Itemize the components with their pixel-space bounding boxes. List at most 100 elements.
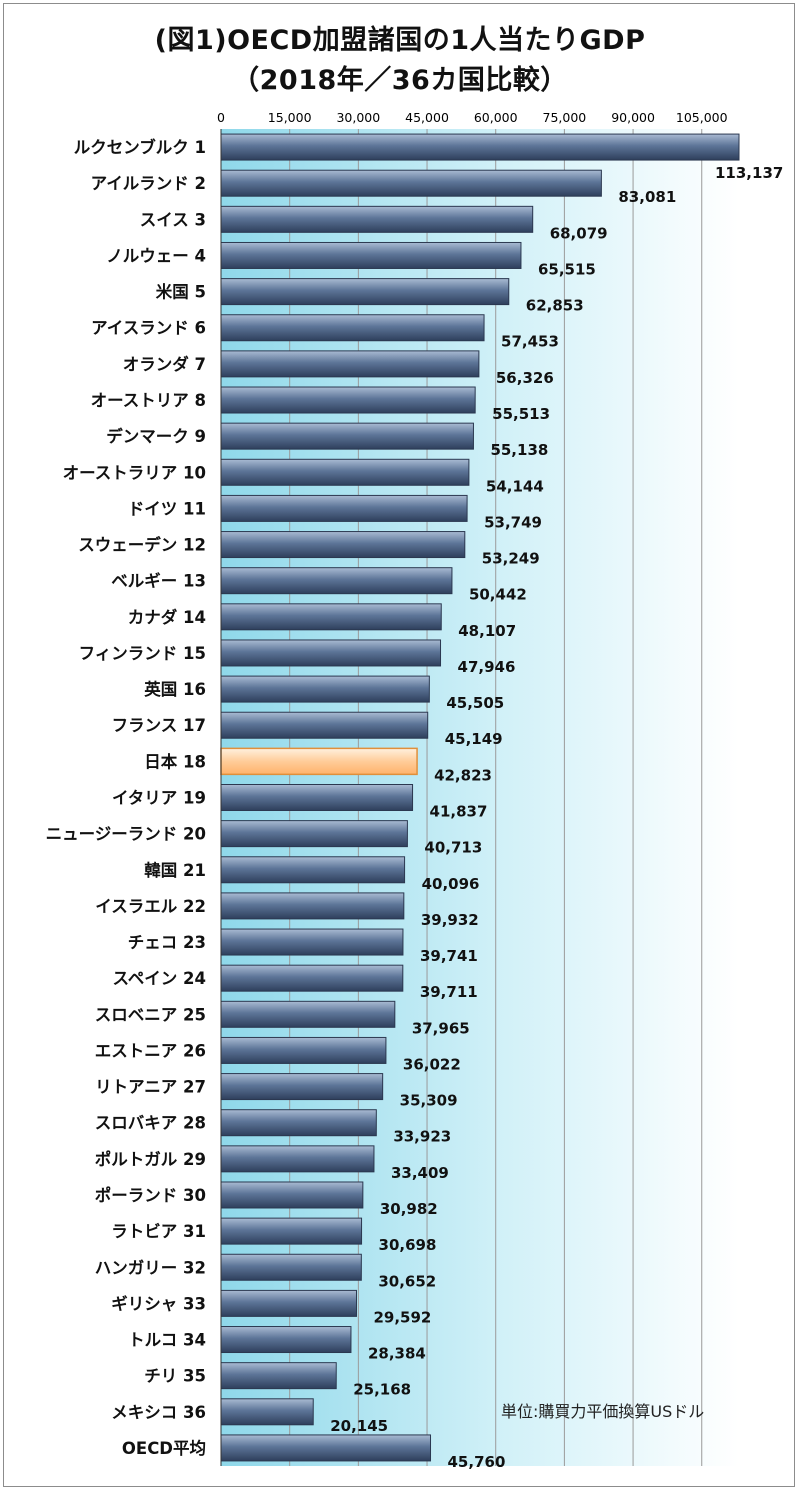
unit-note: 単位:購買力平価換算USドル	[501, 1402, 705, 1421]
category-label: ノルウェー 4	[106, 246, 206, 265]
value-label: 48,107	[458, 622, 516, 640]
value-label: 37,965	[412, 1019, 470, 1037]
category-label: エストニア 26	[95, 1041, 206, 1060]
bar	[220, 494, 468, 522]
value-label: 65,515	[538, 260, 596, 278]
bar	[220, 386, 476, 414]
value-label: 30,982	[380, 1200, 438, 1218]
category-label: 米国 5	[156, 282, 206, 302]
category-label: スロバキア 28	[95, 1114, 206, 1133]
value-label: 40,096	[422, 875, 480, 893]
bar	[220, 1217, 363, 1245]
x-axis-ticks: 0 15,000 30,000 45,000 60,000 75,000 90,000 105…	[217, 110, 728, 125]
value-label: 50,442	[469, 586, 527, 604]
category-label: ポーランド 30	[95, 1185, 206, 1205]
category-label: フランス 17	[112, 716, 206, 735]
x-tick-label: 45,000	[405, 110, 449, 125]
value-label: 36,022	[403, 1055, 461, 1073]
bar	[220, 784, 414, 811]
category-label: オーストリア 8	[91, 391, 206, 410]
category-label: スイス 3	[140, 210, 206, 229]
value-label: 41,837	[430, 803, 488, 821]
bar	[220, 458, 470, 486]
category-label: ニュージーランド 20	[46, 825, 206, 844]
bar	[220, 1181, 364, 1209]
value-label: 42,823	[434, 766, 492, 784]
value-label: 54,144	[486, 477, 544, 495]
bar	[220, 1145, 375, 1173]
value-label: 45,149	[445, 730, 503, 748]
bar	[220, 422, 474, 450]
x-tick-label: 15,000	[268, 110, 312, 125]
category-labels: ルクセンブルク 1 アイルランド 2 スイス 3 ノルウェー 4 米国 5 アイスランド …	[46, 137, 206, 1458]
value-label: 113,137	[715, 164, 783, 182]
x-tick-label: 60,000	[474, 110, 518, 125]
bar	[220, 241, 522, 269]
bar	[220, 711, 429, 739]
category-label: アイルランド 2	[91, 174, 206, 193]
bar	[220, 1253, 362, 1281]
bar	[220, 567, 453, 595]
x-tick-label: 90,000	[611, 110, 655, 125]
bar	[220, 892, 405, 920]
bar	[220, 1362, 337, 1390]
category-label: ラトビア 31	[111, 1222, 206, 1241]
value-labels: 113,137 83,081 68,079 65,515 62,853 57,453 56,…	[330, 164, 783, 1471]
value-label: 20,145	[330, 1417, 388, 1435]
value-label: 39,711	[420, 983, 478, 1001]
bar	[220, 1289, 357, 1317]
category-label: フィンランド 15	[79, 644, 206, 663]
category-label: 英国 16	[144, 679, 206, 699]
category-label: チェコ 23	[128, 933, 206, 952]
value-label: 57,453	[501, 333, 559, 351]
bar	[220, 820, 408, 848]
value-label: 45,505	[446, 694, 504, 712]
category-label: ハンガリー 32	[95, 1258, 206, 1277]
bar	[220, 350, 480, 378]
category-label: ルクセンブルク 1	[74, 137, 206, 157]
bar	[220, 1073, 384, 1101]
value-label: 53,249	[482, 550, 540, 568]
category-label: リトアニア 27	[95, 1078, 206, 1097]
bar	[220, 1434, 432, 1462]
value-label: 33,409	[391, 1164, 449, 1182]
value-label: 39,932	[421, 911, 479, 929]
value-label: 25,168	[353, 1381, 411, 1399]
value-label: 29,592	[373, 1308, 431, 1326]
bar	[220, 1036, 387, 1064]
category-label: 日本 18	[144, 751, 206, 771]
bar	[220, 531, 466, 559]
bar	[220, 1109, 377, 1137]
value-label: 35,309	[400, 1092, 458, 1110]
value-label: 83,081	[618, 188, 676, 206]
bar	[220, 747, 418, 776]
category-label: ベルギー 13	[111, 572, 206, 591]
value-label: 30,698	[379, 1236, 437, 1254]
category-label: ギリシャ 33	[111, 1294, 206, 1313]
category-label: デンマーク 9	[106, 426, 206, 446]
x-tick-label: 30,000	[336, 110, 380, 125]
category-label: 韓国 21	[144, 860, 206, 880]
bar	[220, 639, 442, 667]
category-label: イスラエル 22	[95, 897, 206, 916]
bar	[220, 314, 485, 342]
bar	[220, 603, 442, 631]
x-tick-label: 105,000	[676, 110, 728, 125]
category-label: メキシコ 36	[111, 1403, 206, 1422]
category-label: アイスランド 6	[91, 319, 206, 338]
bar	[220, 928, 404, 956]
bar	[220, 964, 404, 992]
category-label: ポルトガル 29	[95, 1149, 206, 1169]
value-label: 47,946	[458, 658, 516, 676]
category-label: オランダ 7	[123, 354, 206, 374]
category-label: スペイン 24	[112, 969, 206, 988]
bar	[220, 1000, 396, 1028]
bar	[220, 133, 740, 161]
value-label: 28,384	[368, 1345, 426, 1363]
category-label: オーストラリア 10	[63, 463, 206, 482]
value-label: 30,652	[378, 1272, 436, 1290]
value-label: 45,760	[448, 1453, 506, 1471]
category-label: スウェーデン 12	[78, 535, 206, 555]
x-tick-label: 75,000	[543, 110, 587, 125]
bar	[220, 278, 510, 306]
